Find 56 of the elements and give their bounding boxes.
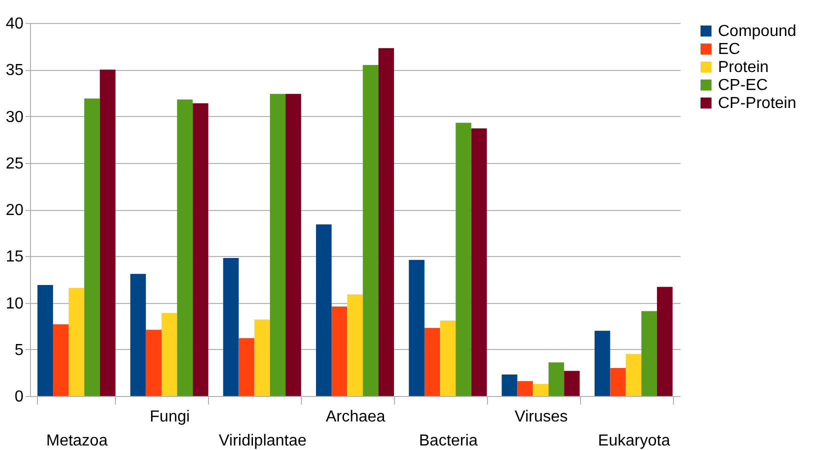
- bar: [332, 306, 348, 396]
- y-tick-label: 0: [14, 388, 24, 406]
- legend-label: EC: [718, 41, 740, 58]
- bar: [532, 384, 549, 396]
- bar: [192, 103, 208, 396]
- y-tick-label: 5: [14, 342, 24, 359]
- bar: [100, 70, 116, 396]
- bar: [362, 64, 378, 396]
- bar: [270, 94, 286, 396]
- legend-label: CP-Protein: [718, 95, 796, 112]
- bar: [408, 260, 424, 396]
- y-tick-label: 25: [6, 155, 24, 172]
- bar: [161, 313, 178, 396]
- bar: [316, 224, 332, 396]
- y-tick-label: 10: [6, 295, 24, 312]
- bar: [456, 122, 472, 396]
- bar: [53, 324, 69, 396]
- bar: [564, 370, 580, 396]
- bar: [517, 381, 533, 396]
- x-tick-label: Metazoa: [46, 432, 108, 450]
- legend-label: Protein: [718, 59, 769, 76]
- y-tick-label: 35: [6, 62, 24, 80]
- x-tick-label: Viridiplantae: [218, 432, 307, 450]
- bar: [594, 330, 610, 396]
- bar: [656, 286, 673, 396]
- y-tick-label: 15: [6, 248, 24, 266]
- x-tick-label: Eukaryota: [598, 432, 670, 450]
- bar: [378, 48, 394, 396]
- x-tick-label: Fungi: [150, 408, 190, 426]
- bar: [502, 374, 518, 396]
- bar: [440, 320, 456, 396]
- bar: [146, 330, 162, 396]
- bar: [626, 354, 642, 396]
- bar: [238, 338, 254, 396]
- x-tick-label: Viruses: [514, 408, 568, 426]
- bar: [610, 368, 626, 396]
- bar: [424, 328, 440, 396]
- bar: [548, 362, 564, 396]
- bar: [84, 98, 100, 396]
- bar: [37, 285, 54, 396]
- x-tick-label: Archaea: [326, 408, 386, 426]
- bar: [68, 288, 84, 396]
- x-tick-label: Bacteria: [419, 432, 478, 450]
- legend-label: CP-EC: [718, 77, 768, 94]
- bar: [286, 94, 302, 396]
- bar: [177, 99, 193, 396]
- bar: [223, 258, 239, 396]
- y-tick-label: 40: [6, 16, 24, 32]
- legend-label: Compound: [718, 23, 796, 40]
- bar: [641, 311, 657, 396]
- bar: [347, 294, 363, 396]
- bar: [130, 274, 146, 396]
- bar: [471, 128, 487, 396]
- y-tick-label: 20: [6, 202, 24, 219]
- y-tick-label: 30: [6, 108, 24, 126]
- bar: [254, 320, 270, 396]
